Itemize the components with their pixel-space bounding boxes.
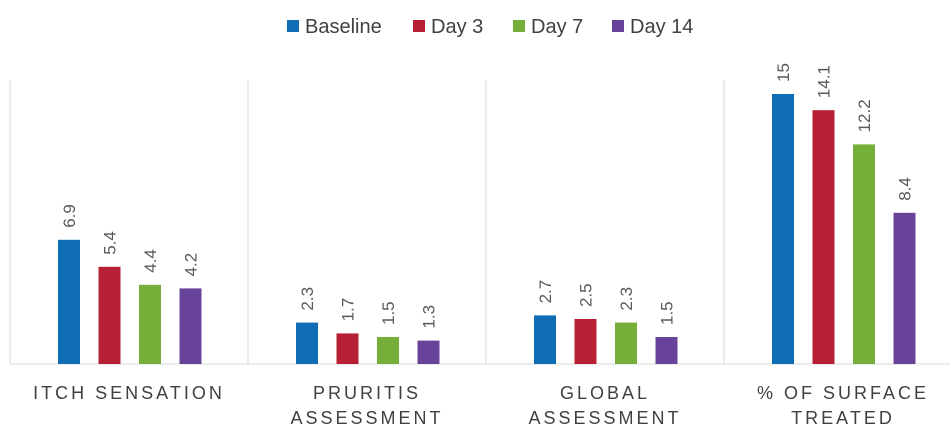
data-label-day-14-of-surface-treated: 8.4 xyxy=(896,177,915,201)
legend: Baseline Day 3 Day 7 Day 14 xyxy=(287,16,693,38)
legend-label-day-14: Day 14 xyxy=(630,16,693,38)
legend-swatch-day-14 xyxy=(612,20,624,32)
bar-baseline-itch-sensation xyxy=(58,239,80,364)
category-label: TREATED xyxy=(791,408,895,426)
data-label-day-7-global-assessment: 2.3 xyxy=(617,287,636,311)
legend-swatch-day-3 xyxy=(413,20,425,32)
data-label-baseline-of-surface-treated: 15 xyxy=(774,63,793,82)
category-label: PRURITIS xyxy=(313,383,421,403)
category-label: GLOBAL xyxy=(560,383,650,403)
data-label-day-14-pruritis-assessment: 1.3 xyxy=(420,305,439,329)
data-label-day-14-itch-sensation: 4.2 xyxy=(182,253,201,277)
category-label: % OF SURFACE xyxy=(757,383,929,403)
legend-label-day-3: Day 3 xyxy=(431,16,483,38)
bar-baseline-pruritis-assessment xyxy=(296,322,318,364)
data-label-baseline-itch-sensation: 6.9 xyxy=(60,204,79,228)
legend-label-day-7: Day 7 xyxy=(531,16,583,38)
bar-day-14-itch-sensation xyxy=(179,288,202,364)
bar-day-3-global-assessment xyxy=(574,319,597,364)
bars xyxy=(58,94,916,364)
bar-day-7-of-surface-treated xyxy=(853,144,875,364)
data-label-day-3-of-surface-treated: 14.1 xyxy=(815,65,834,98)
bar-day-14-global-assessment xyxy=(655,337,678,364)
data-label-day-7-pruritis-assessment: 1.5 xyxy=(379,301,398,325)
bar-day-3-itch-sensation xyxy=(98,266,121,364)
legend-label-baseline: Baseline xyxy=(305,16,382,38)
x-axis: ITCH SENSATION PRURITIS ASSESSMENT GLOBAL AS… xyxy=(33,383,929,426)
bar-day-3-of-surface-treated xyxy=(812,110,835,364)
legend-swatch-baseline xyxy=(287,20,299,32)
data-label-day-3-global-assessment: 2.5 xyxy=(577,283,596,307)
bar-day-7-itch-sensation xyxy=(139,284,161,364)
legend-swatch-day-7 xyxy=(513,20,525,32)
bar-baseline-of-surface-treated xyxy=(772,94,794,364)
category-label: ASSESSMENT xyxy=(290,408,443,426)
category-label: ASSESSMENT xyxy=(528,408,681,426)
bar-baseline-global-assessment xyxy=(534,315,556,364)
bar-day-7-global-assessment xyxy=(615,322,637,364)
data-label-day-7-of-surface-treated: 12.2 xyxy=(855,99,874,132)
data-label-day-7-itch-sensation: 4.4 xyxy=(141,249,160,273)
data-label-day-3-itch-sensation: 5.4 xyxy=(101,231,120,255)
bar-day-14-pruritis-assessment xyxy=(417,340,440,364)
category-label: ITCH SENSATION xyxy=(33,383,225,403)
bar-day-3-pruritis-assessment xyxy=(336,333,359,364)
data-labels: 6.9 5.4 4.4 4.2 2.3 1.7 1.5 1.3 2.7 2.5 2.3 1.5 15 14… xyxy=(60,63,915,329)
bar-day-14-of-surface-treated xyxy=(893,212,916,364)
data-label-day-3-pruritis-assessment: 1.7 xyxy=(339,298,358,322)
bar-day-7-pruritis-assessment xyxy=(377,337,399,364)
data-label-baseline-pruritis-assessment: 2.3 xyxy=(298,287,317,311)
data-label-day-14-global-assessment: 1.5 xyxy=(658,301,677,325)
data-label-baseline-global-assessment: 2.7 xyxy=(536,280,555,304)
